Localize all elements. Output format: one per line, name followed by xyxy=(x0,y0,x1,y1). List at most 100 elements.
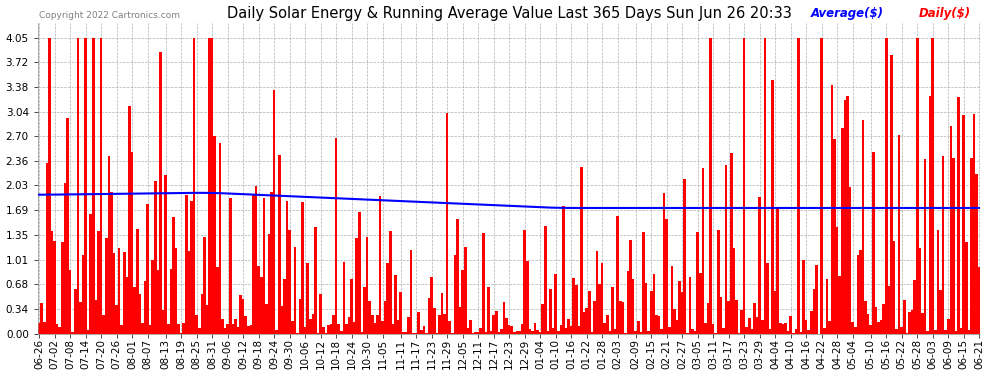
Bar xyxy=(154,182,156,334)
Bar xyxy=(260,278,262,334)
Bar xyxy=(193,38,195,334)
Bar xyxy=(606,315,609,334)
Bar xyxy=(346,324,347,334)
Bar xyxy=(410,250,412,334)
Bar xyxy=(864,301,867,334)
Bar xyxy=(580,167,583,334)
Bar xyxy=(182,322,185,334)
Bar xyxy=(932,38,934,334)
Bar xyxy=(252,194,254,334)
Bar xyxy=(668,327,670,334)
Bar xyxy=(627,271,630,334)
Text: Copyright 2022 Cartronics.com: Copyright 2022 Cartronics.com xyxy=(39,11,180,20)
Bar xyxy=(423,326,426,334)
Bar xyxy=(121,325,123,334)
Bar xyxy=(441,293,444,334)
Bar xyxy=(813,289,815,334)
Bar xyxy=(471,333,474,334)
Bar xyxy=(975,174,978,334)
Bar xyxy=(725,165,728,334)
Bar xyxy=(131,152,134,334)
Bar xyxy=(691,329,694,334)
Bar xyxy=(126,276,129,334)
Bar xyxy=(903,300,906,334)
Bar xyxy=(531,331,534,334)
Bar xyxy=(570,326,572,334)
Bar xyxy=(352,322,355,334)
Bar xyxy=(882,304,885,334)
Bar xyxy=(185,195,188,334)
Bar xyxy=(490,331,492,334)
Bar xyxy=(376,315,379,334)
Bar xyxy=(283,279,286,334)
Bar xyxy=(343,262,346,334)
Bar xyxy=(815,265,818,334)
Bar xyxy=(46,163,49,334)
Bar xyxy=(546,331,549,334)
Bar xyxy=(415,333,418,334)
Bar xyxy=(234,319,237,334)
Bar xyxy=(649,291,652,334)
Bar xyxy=(761,320,763,334)
Bar xyxy=(843,100,846,334)
Bar xyxy=(834,139,836,334)
Bar xyxy=(50,231,53,334)
Bar xyxy=(249,325,252,334)
Bar xyxy=(190,201,193,334)
Bar xyxy=(622,302,624,334)
Bar xyxy=(908,312,911,334)
Bar xyxy=(288,230,291,334)
Bar xyxy=(498,332,500,334)
Bar xyxy=(469,321,471,334)
Bar xyxy=(826,279,828,334)
Bar xyxy=(38,323,41,334)
Bar xyxy=(647,331,649,334)
Bar xyxy=(198,328,201,334)
Bar xyxy=(203,237,206,334)
Bar xyxy=(709,38,712,334)
Bar xyxy=(195,315,198,334)
Bar xyxy=(921,313,924,334)
Bar xyxy=(299,298,301,334)
Bar xyxy=(108,156,110,334)
Bar xyxy=(347,317,350,334)
Bar xyxy=(237,327,240,334)
Bar xyxy=(418,312,420,334)
Bar xyxy=(521,324,524,334)
Bar xyxy=(456,219,458,334)
Bar xyxy=(617,216,619,334)
Bar xyxy=(267,234,270,334)
Bar xyxy=(660,328,663,334)
Bar xyxy=(257,266,260,334)
Bar xyxy=(559,325,562,334)
Bar xyxy=(954,332,957,334)
Bar xyxy=(448,321,451,334)
Bar xyxy=(265,304,267,334)
Bar xyxy=(211,38,214,334)
Bar xyxy=(758,196,761,334)
Bar xyxy=(665,219,668,334)
Bar xyxy=(169,269,172,334)
Bar xyxy=(934,330,937,334)
Bar xyxy=(914,280,916,334)
Bar xyxy=(322,327,325,334)
Bar xyxy=(534,322,537,334)
Bar xyxy=(554,274,557,334)
Bar xyxy=(229,198,232,334)
Bar xyxy=(301,202,304,334)
Bar xyxy=(105,238,108,334)
Bar xyxy=(87,330,89,334)
Bar xyxy=(763,38,766,334)
Bar xyxy=(240,296,242,334)
Bar xyxy=(304,327,307,334)
Bar xyxy=(148,325,151,334)
Bar xyxy=(371,315,373,334)
Bar xyxy=(585,308,588,334)
Bar xyxy=(588,291,590,334)
Bar xyxy=(774,291,776,334)
Bar xyxy=(420,330,423,334)
Text: Average($): Average($) xyxy=(811,7,884,20)
Bar xyxy=(102,315,105,334)
Bar xyxy=(916,38,919,334)
Bar xyxy=(712,324,715,334)
